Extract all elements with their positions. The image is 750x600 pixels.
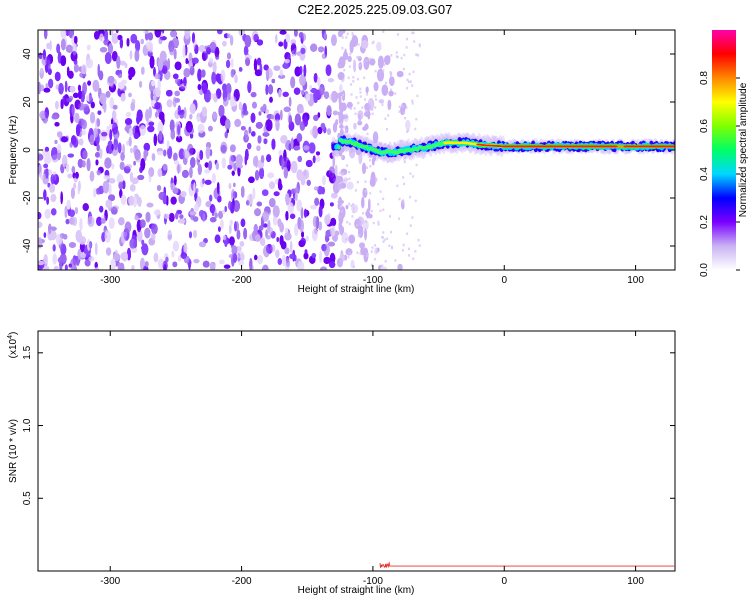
snr-scale-exponent: 4 bbox=[7, 335, 14, 339]
colorbar-gradient bbox=[712, 30, 736, 270]
x-tick-label: -100 bbox=[363, 275, 383, 286]
y-tick-label: 20 bbox=[22, 96, 33, 108]
y-tick-label: 1.5 bbox=[22, 345, 33, 359]
y-tick-label: 0.5 bbox=[22, 491, 33, 505]
colorbar-tick-label: 0.6 bbox=[699, 119, 710, 133]
colorbar-tick-label: 0.2 bbox=[699, 215, 710, 229]
chart-title: C2E2.2025.225.09.03.G07 bbox=[298, 2, 453, 17]
colorbar-tick-label: 0.8 bbox=[699, 71, 710, 85]
snr-x-axis-label: Height of straight line (km) bbox=[298, 585, 415, 596]
y-tick-label: 0 bbox=[22, 147, 33, 153]
y-tick-label: 40 bbox=[22, 48, 33, 60]
snr-scale-suffix: ) bbox=[8, 332, 19, 335]
x-tick-label: 0 bbox=[501, 275, 507, 286]
x-tick-label: -200 bbox=[232, 576, 252, 587]
y-tick-label: 1.0 bbox=[22, 418, 33, 432]
colorbar-tick-label: 0.4 bbox=[699, 167, 710, 181]
snr-series-line bbox=[379, 561, 675, 569]
spectrogram-x-ticks: -300 -200 -100 0 100 bbox=[100, 30, 644, 286]
spectrogram-x-axis-label: Height of straight line (km) bbox=[298, 284, 415, 295]
y-tick-label: -20 bbox=[22, 190, 33, 205]
snr-x-ticks: -300 -200 -100 0 100 bbox=[100, 331, 644, 587]
spectrogram-noise bbox=[38, 30, 421, 270]
colorbar-ticks: 0.0 0.2 0.4 0.6 0.8 bbox=[699, 71, 740, 277]
colorbar: 0.0 0.2 0.4 0.6 0.8 Normalized spectral ampl… bbox=[699, 30, 749, 277]
x-tick-label: 0 bbox=[501, 576, 507, 587]
snr-y-scale-label: (x104) bbox=[7, 332, 19, 359]
x-tick-label: -300 bbox=[100, 275, 120, 286]
x-tick-label: 100 bbox=[627, 275, 644, 286]
x-tick-label: -200 bbox=[232, 275, 252, 286]
x-tick-label: -100 bbox=[363, 576, 383, 587]
x-tick-label: 100 bbox=[627, 576, 644, 587]
spectrogram-y-axis-label: Frequency (Hz) bbox=[8, 116, 19, 185]
snr-frame bbox=[37, 330, 676, 572]
snr-y-axis-label: SNR (10 * v/v) bbox=[8, 419, 19, 483]
spectrogram-signal-track bbox=[331, 130, 675, 164]
y-tick-label: -40 bbox=[22, 238, 33, 253]
snr-y-ticks: 0.5 1.0 1.5 bbox=[22, 345, 675, 505]
snr-panel: -300 -200 -100 0 100 0.5 1.0 1.5 Height of str… bbox=[7, 330, 676, 596]
x-tick-label: -300 bbox=[100, 576, 120, 587]
snr-scale-prefix: (x10 bbox=[8, 338, 19, 358]
colorbar-tick-label: 0.0 bbox=[699, 263, 710, 277]
colorbar-label: Normalized spectral amplitude bbox=[738, 82, 749, 217]
spectrogram-y-ticks: -40 -20 0 20 40 bbox=[22, 48, 675, 253]
